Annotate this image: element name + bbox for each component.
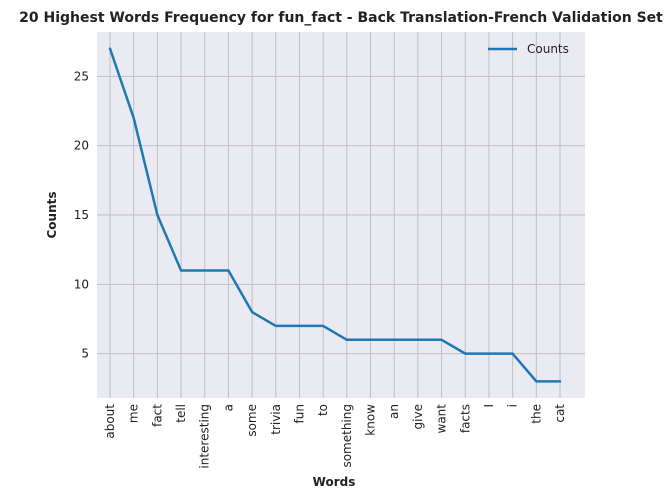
x-tick-label: something [340,404,354,468]
x-axis-label: Words [313,475,356,489]
x-tick-label: facts [458,404,472,433]
x-tick-label: interesting [198,404,212,469]
legend-label-counts: Counts [527,42,569,56]
y-axis: 5 10 15 20 25 [74,69,89,360]
x-tick-label: about [103,404,117,439]
y-tick-label: 5 [81,347,89,361]
x-tick-label: want [435,404,449,434]
grid [97,32,585,398]
x-tick-label: cat [553,404,567,423]
x-tick-label: fun [292,404,306,423]
x-tick-label: know [364,404,378,436]
x-tick-label: i [506,404,520,407]
x-tick-label: the [529,404,543,424]
y-tick-label: 10 [74,277,89,291]
series-line-counts [108,47,562,383]
legend: Counts [488,42,569,56]
x-tick-label: tell [174,404,188,423]
y-axis-label: Counts [45,191,59,238]
x-tick-label: me [127,404,141,423]
x-tick-label: some [245,404,259,437]
x-tick-label: a [221,404,235,411]
x-tick-label: give [411,404,425,429]
y-tick-label: 25 [74,69,89,83]
x-axis: about me fact tell interesting a some trivia fun… [103,404,567,469]
x-tick-label: an [387,404,401,419]
chart-title: 20 Highest Words Frequency for fun_fact … [19,10,663,26]
x-tick-label: trivia [269,404,283,435]
y-tick-label: 15 [74,208,89,222]
y-tick-label: 20 [74,139,89,153]
x-tick-label: to [316,404,330,416]
series-layer [108,47,562,383]
x-tick-label: I [482,404,496,408]
x-tick-label: fact [150,404,164,427]
